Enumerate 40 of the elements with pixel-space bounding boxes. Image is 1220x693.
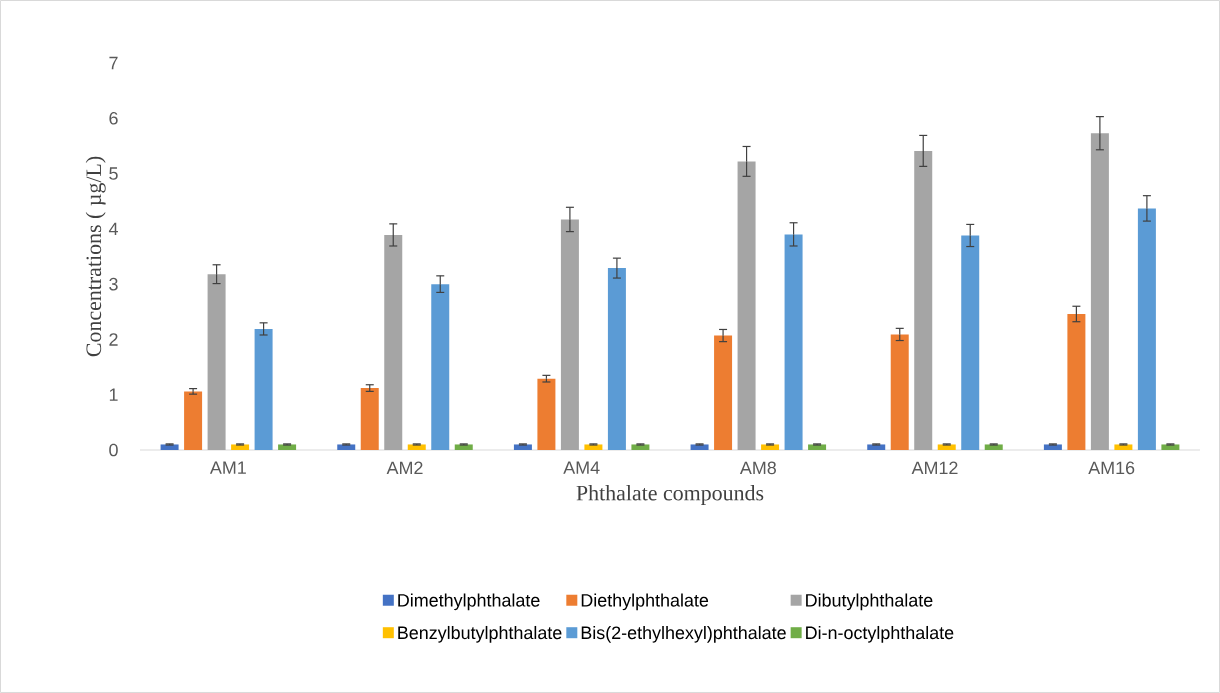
legend-label: Diethylphthalate xyxy=(581,593,709,611)
y-tick-label: 4 xyxy=(108,222,118,236)
x-axis-title: Phthalate compounds xyxy=(576,485,764,505)
legend-label: Bis(2-ethylhexyl)phthalate xyxy=(581,625,786,643)
legend-label: Di-n-octylphthalate xyxy=(806,625,954,643)
bar xyxy=(184,391,203,450)
x-tick-label: AM12 xyxy=(911,461,958,475)
bar xyxy=(1067,313,1086,450)
bar xyxy=(431,284,450,450)
bar xyxy=(737,161,756,450)
x-tick-label: AM4 xyxy=(563,461,600,474)
bar xyxy=(714,335,733,450)
x-tick-label: AM8 xyxy=(739,461,776,475)
y-axis-title: Concentrations ( µg/L) xyxy=(85,156,106,357)
x-tick-label: AM16 xyxy=(1088,461,1135,475)
bar xyxy=(784,234,803,450)
y-tick-label: 1 xyxy=(109,388,118,401)
x-tick-label: AM1 xyxy=(209,461,246,474)
bar xyxy=(961,235,980,450)
legend-label: Dimethylphthalate xyxy=(398,593,540,611)
bar xyxy=(360,388,379,450)
bar xyxy=(384,234,403,450)
bar xyxy=(914,150,933,450)
y-tick-label: 2 xyxy=(109,333,118,346)
bar xyxy=(254,328,273,450)
bar xyxy=(1090,133,1109,450)
y-tick-label: 0 xyxy=(109,443,118,457)
bar xyxy=(537,378,556,450)
bar xyxy=(207,274,226,450)
y-tick-label: 3 xyxy=(109,277,118,291)
bar xyxy=(1137,208,1156,450)
legend-label: Benzylbutylphthalate xyxy=(398,625,562,643)
y-tick-label: 5 xyxy=(109,167,118,180)
y-tick-label: 7 xyxy=(109,56,118,70)
bar xyxy=(560,219,579,450)
bar xyxy=(607,268,626,450)
bar xyxy=(890,334,909,450)
legend-label: Dibutylphthalate xyxy=(806,593,933,611)
y-tick-label: 6 xyxy=(109,111,118,125)
x-tick-label: AM2 xyxy=(386,461,423,475)
